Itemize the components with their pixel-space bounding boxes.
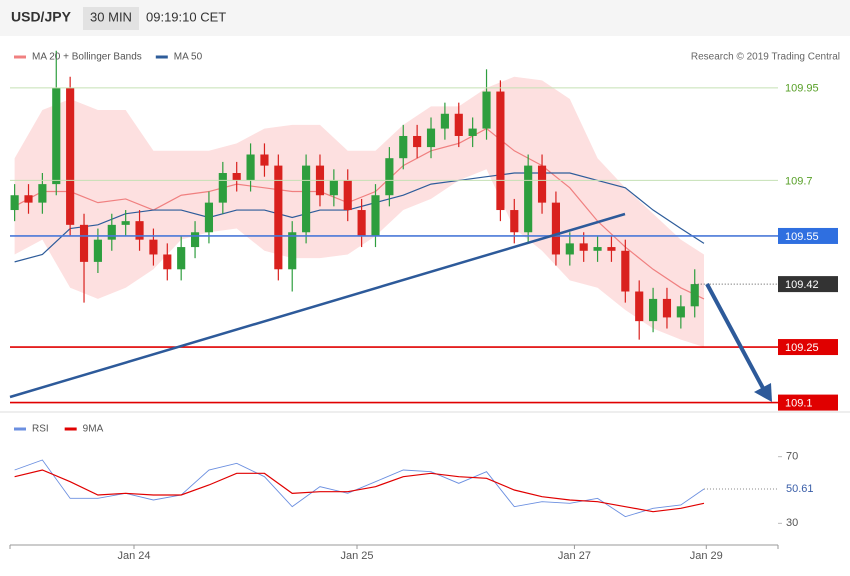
x-tick-label: Jan 29 bbox=[690, 550, 723, 562]
y-tick-label: 30 bbox=[786, 517, 798, 529]
candle-body bbox=[357, 210, 366, 236]
candle-body bbox=[177, 247, 186, 270]
level-label: 109.95 bbox=[785, 83, 819, 95]
current-value-label: 50.61 bbox=[786, 483, 814, 495]
level-label: 109.42 bbox=[785, 279, 819, 291]
candle-body bbox=[204, 202, 214, 233]
indicator-line bbox=[14, 459, 705, 518]
candle-body bbox=[524, 165, 533, 233]
candle-body bbox=[510, 210, 519, 233]
candle-body bbox=[662, 298, 672, 318]
trendline bbox=[9, 212, 626, 399]
header-bar bbox=[0, 0, 850, 36]
candle-body bbox=[79, 224, 89, 262]
candle-body bbox=[426, 128, 436, 148]
credit: Research © 2019 Trading Central bbox=[691, 52, 840, 63]
candle-body bbox=[24, 195, 33, 203]
level-label: 109.1 bbox=[785, 398, 813, 410]
candle-body bbox=[621, 250, 630, 292]
symbol: USD/JPY bbox=[11, 9, 72, 25]
level-label: 109.7 bbox=[785, 175, 813, 187]
candle-body bbox=[385, 158, 394, 196]
candle-body bbox=[649, 298, 658, 322]
candle-body bbox=[579, 243, 588, 251]
arrow-head bbox=[754, 383, 772, 402]
candle-body bbox=[690, 284, 699, 307]
candle-body bbox=[496, 91, 505, 211]
candle-body bbox=[635, 291, 644, 322]
candle-body bbox=[537, 165, 547, 203]
x-tick-label: Jan 24 bbox=[117, 550, 150, 562]
candle-body bbox=[551, 202, 560, 255]
candle-body bbox=[52, 87, 61, 185]
level-box bbox=[778, 276, 838, 293]
candle-body bbox=[246, 154, 255, 181]
candle-body bbox=[260, 154, 269, 166]
candle-body bbox=[593, 247, 602, 251]
candle-body bbox=[93, 239, 102, 262]
interval: 30 MIN bbox=[90, 9, 132, 24]
forecast-arrow bbox=[705, 283, 766, 391]
x-tick-label: Jan 27 bbox=[558, 550, 591, 562]
candle-body bbox=[121, 221, 130, 225]
level-box bbox=[778, 394, 838, 411]
candle-body bbox=[676, 306, 685, 318]
candle-body bbox=[10, 195, 19, 211]
candle-body bbox=[454, 113, 463, 136]
candle-body bbox=[232, 173, 241, 181]
legend-label: MA 50 bbox=[174, 52, 203, 63]
level-label: 109.25 bbox=[785, 342, 819, 354]
candle-body bbox=[149, 239, 158, 255]
candle-body bbox=[135, 221, 144, 240]
indicator-line bbox=[14, 469, 705, 513]
candle-body bbox=[288, 232, 297, 270]
candle-body bbox=[107, 224, 116, 240]
candle-body bbox=[163, 254, 172, 270]
level-box bbox=[778, 227, 838, 244]
candle-body bbox=[399, 135, 408, 159]
candle-body bbox=[343, 180, 352, 211]
level-label: 109.55 bbox=[785, 231, 819, 243]
moving-average bbox=[14, 127, 705, 300]
time: 09:19:10 CET bbox=[146, 9, 226, 24]
candle-body bbox=[218, 173, 227, 203]
candle-body bbox=[371, 195, 380, 236]
legend-label: 9MA bbox=[83, 424, 104, 435]
candle-body bbox=[302, 165, 311, 233]
level-box bbox=[778, 339, 838, 356]
candle-body bbox=[468, 128, 477, 136]
candle-body bbox=[329, 180, 338, 196]
candle-body bbox=[565, 243, 574, 255]
candle-body bbox=[38, 184, 47, 203]
x-tick-label: Jan 25 bbox=[340, 550, 373, 562]
legend-label: RSI bbox=[32, 424, 49, 435]
candle-body bbox=[190, 232, 200, 248]
y-tick-label: 70 bbox=[786, 451, 798, 463]
interval-box bbox=[83, 7, 139, 30]
candle-body bbox=[440, 113, 449, 129]
candle-body bbox=[66, 87, 75, 225]
candle-body bbox=[482, 91, 491, 129]
legend-label: MA 20 + Bollinger Bands bbox=[32, 52, 142, 63]
candle-body bbox=[274, 165, 283, 270]
candle-body bbox=[607, 247, 616, 251]
candle-body bbox=[413, 135, 422, 148]
